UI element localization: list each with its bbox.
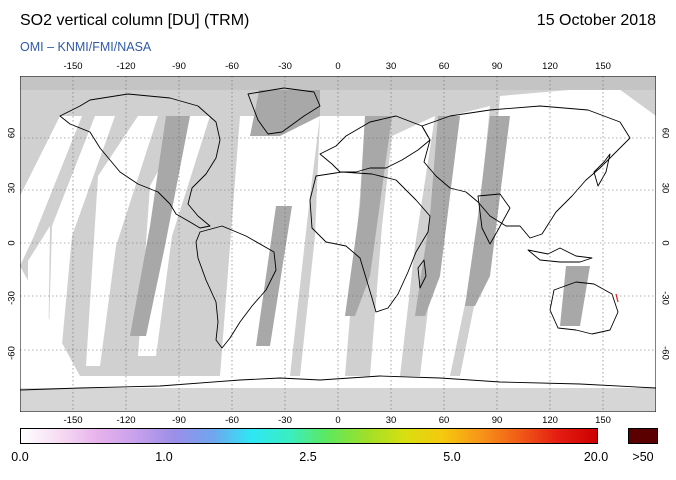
north-america-outline xyxy=(59,93,221,229)
so2-signal-mark xyxy=(615,293,619,303)
lon-tick-bottom: 150 xyxy=(595,415,611,426)
lon-tick-top: 120 xyxy=(542,61,558,72)
colorbar-label: 1.0 xyxy=(155,450,173,464)
swath-strip xyxy=(420,106,490,376)
lon-tick-bottom: 0 xyxy=(335,415,341,426)
lon-tick-bottom: -60 xyxy=(225,415,239,426)
lon-tick-bottom: 90 xyxy=(491,415,503,426)
lat-tick-left: -30 xyxy=(6,291,18,305)
swath-strip xyxy=(370,116,435,376)
colorbar-gradient xyxy=(20,428,598,444)
south-america-outline xyxy=(195,225,277,349)
colorbar-overflow-swatch xyxy=(628,428,658,444)
data-source: OMI – KNMI/FMI/NASA xyxy=(20,40,152,54)
lon-tick-bottom: 30 xyxy=(385,415,397,426)
swath-strip xyxy=(20,116,82,266)
lat-tick-right: -60 xyxy=(659,346,671,360)
map-title: SO2 vertical column [DU] (TRM) xyxy=(20,12,250,29)
swath-strip xyxy=(48,116,115,366)
graticule xyxy=(20,76,656,412)
lon-tick-top: 30 xyxy=(385,61,397,72)
antarctica-outline xyxy=(20,375,656,391)
indonesia-outline xyxy=(527,247,593,263)
lon-tick-bottom: 120 xyxy=(542,415,558,426)
lon-tick-top: -60 xyxy=(225,61,239,72)
lon-tick-top: -120 xyxy=(116,61,136,72)
coastlines xyxy=(20,87,656,391)
lon-tick-top: 90 xyxy=(491,61,503,72)
lat-tick-right: 30 xyxy=(659,182,671,194)
swath-strip xyxy=(28,226,50,366)
lon-tick-top: -150 xyxy=(63,61,83,72)
lon-tick-top: 150 xyxy=(595,61,611,72)
lat-tick-left: 60 xyxy=(6,127,18,139)
australia-outline xyxy=(549,281,619,335)
lon-tick-bottom: -150 xyxy=(63,415,83,426)
swath-strip xyxy=(220,116,320,376)
gap-strip xyxy=(345,116,392,316)
colorbar-label: 5.0 xyxy=(443,450,461,464)
colorbar-label: 20.0 xyxy=(583,450,609,464)
lat-tick-left: 30 xyxy=(6,182,18,194)
colorbar-label: 2.5 xyxy=(299,450,317,464)
swath-strip xyxy=(86,116,158,366)
japan-outline xyxy=(593,153,611,187)
lon-tick-bottom: -90 xyxy=(172,415,186,426)
map-date: 15 October 2018 xyxy=(536,12,656,29)
lat-tick-right: 60 xyxy=(659,127,671,139)
gap-strip xyxy=(130,116,190,336)
lon-tick-top: -90 xyxy=(172,61,186,72)
gap-strip xyxy=(560,266,590,326)
india-outline xyxy=(477,193,511,245)
asia-outline xyxy=(421,105,631,239)
madagascar-outline xyxy=(417,259,427,289)
lon-tick-bottom: -30 xyxy=(278,415,292,426)
lat-tick-left: 0 xyxy=(6,240,18,246)
lon-tick-top: 60 xyxy=(438,61,450,72)
africa-outline xyxy=(309,171,431,313)
greenland-outline xyxy=(247,87,321,135)
so2-world-map xyxy=(20,76,656,412)
lon-tick-top: -30 xyxy=(278,61,292,72)
polar-no-data-top xyxy=(20,76,656,90)
lat-tick-left: -60 xyxy=(6,346,18,360)
lon-tick-bottom: -120 xyxy=(116,415,136,426)
lon-tick-top: 0 xyxy=(335,61,341,72)
gap-strip xyxy=(465,116,510,306)
colorbar-overflow-label: >50 xyxy=(632,450,654,464)
colorbar-label: 0.0 xyxy=(11,450,29,464)
lat-tick-right: 0 xyxy=(659,240,671,246)
lat-tick-right: -30 xyxy=(659,291,671,305)
gap-strip xyxy=(256,206,292,346)
lon-tick-bottom: 60 xyxy=(438,415,450,426)
orbit-gaps xyxy=(130,86,590,346)
gap-strip xyxy=(415,116,460,316)
gap-strip xyxy=(250,86,320,136)
